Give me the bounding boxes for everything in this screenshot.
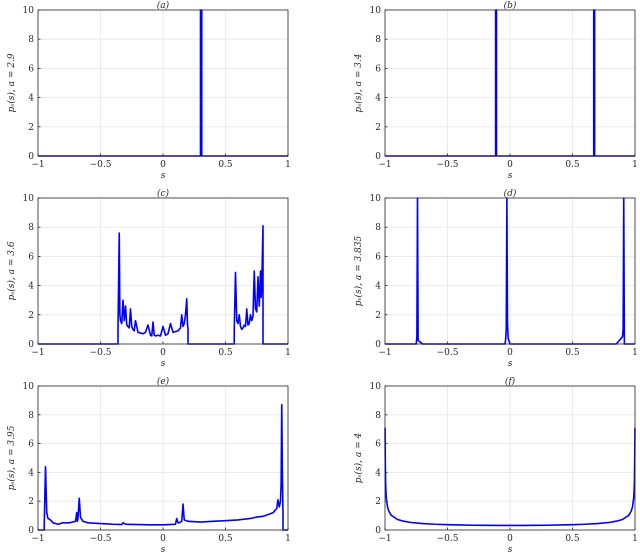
y-tick-label: 0 <box>28 340 34 350</box>
x-axis-label: s <box>161 545 166 554</box>
y-tick-label: 8 <box>28 35 34 45</box>
y-tick-label: 2 <box>28 497 34 507</box>
x-tick-label: 0 <box>160 348 166 358</box>
x-tick-label: 0 <box>160 534 166 544</box>
y-tick-label: 10 <box>23 194 35 204</box>
x-axis-label: s <box>508 171 513 181</box>
y-tick-label: 6 <box>375 64 381 74</box>
panel-title: (e) <box>157 376 170 387</box>
y-tick-label: 0 <box>375 526 381 536</box>
y-tick-label: 10 <box>370 6 382 16</box>
x-tick-label: −0.5 <box>437 348 459 358</box>
x-axis-label: s <box>508 359 513 369</box>
x-tick-label: 0.5 <box>565 348 580 358</box>
y-tick-label: 8 <box>28 223 34 233</box>
y-tick-label: 0 <box>375 152 381 162</box>
y-tick-label: 6 <box>28 64 34 74</box>
panel-title: (d) <box>504 188 517 199</box>
y-tick-label: 4 <box>28 94 34 104</box>
x-tick-label: 1 <box>632 534 638 544</box>
x-tick-label: 1 <box>632 348 638 358</box>
x-tick-label: −1 <box>378 348 391 358</box>
y-tick-label: 0 <box>28 526 34 536</box>
x-tick-label: −0.5 <box>90 348 112 358</box>
y-tick-label: 2 <box>375 497 381 507</box>
y-tick-label: 6 <box>28 440 34 450</box>
y-tick-label: 6 <box>28 252 34 262</box>
y-tick-label: 8 <box>375 411 381 421</box>
y-tick-label: 4 <box>28 468 34 478</box>
y-tick-label: 10 <box>370 382 382 392</box>
panel-title: (b) <box>504 0 517 11</box>
panel-title: (c) <box>157 188 170 199</box>
x-tick-label: 0.5 <box>218 348 233 358</box>
y-tick-label: 0 <box>28 152 34 162</box>
y-axis-label: pₛ(s), a = 2.9 <box>6 53 17 112</box>
y-tick-label: 8 <box>375 223 381 233</box>
x-tick-label: 0 <box>507 160 513 170</box>
x-tick-label: 1 <box>285 534 291 544</box>
y-tick-label: 10 <box>23 6 35 16</box>
y-tick-label: 2 <box>375 311 381 321</box>
x-tick-label: 0 <box>507 534 513 544</box>
y-axis-label: pₛ(s), a = 4 <box>353 432 364 483</box>
x-axis-label: s <box>161 171 166 181</box>
x-tick-label: −1 <box>31 160 44 170</box>
x-tick-label: 0.5 <box>218 534 233 544</box>
y-tick-label: 2 <box>28 123 34 133</box>
series-line <box>38 403 288 531</box>
x-tick-label: −1 <box>378 160 391 170</box>
y-tick-label: 0 <box>375 340 381 350</box>
y-tick-label: 6 <box>375 252 381 262</box>
series-line <box>385 197 635 345</box>
x-tick-label: 0.5 <box>565 534 580 544</box>
panel-title: (f) <box>505 376 516 387</box>
y-tick-label: 8 <box>28 411 34 421</box>
x-tick-label: −0.5 <box>90 160 112 170</box>
x-tick-label: 0 <box>507 348 513 358</box>
x-tick-label: 0.5 <box>565 160 580 170</box>
y-tick-label: 2 <box>28 311 34 321</box>
x-tick-label: −1 <box>31 534 44 544</box>
y-axis-label: pₛ(s), a = 3.95 <box>6 425 17 490</box>
y-axis-label: pₛ(s), a = 3.4 <box>353 53 364 112</box>
x-tick-label: 1 <box>285 348 291 358</box>
x-tick-label: −1 <box>378 534 391 544</box>
y-tick-label: 6 <box>375 440 381 450</box>
panel-title: (a) <box>157 0 170 11</box>
y-tick-label: 8 <box>375 35 381 45</box>
y-tick-label: 4 <box>375 282 381 292</box>
x-tick-label: −0.5 <box>437 160 459 170</box>
x-tick-label: −0.5 <box>90 534 112 544</box>
x-tick-label: −0.5 <box>437 534 459 544</box>
y-tick-label: 4 <box>375 468 381 478</box>
x-tick-label: 0.5 <box>218 160 233 170</box>
x-axis-label: s <box>161 359 166 369</box>
series-line <box>384 427 636 527</box>
y-tick-label: 2 <box>375 123 381 133</box>
x-tick-label: −1 <box>31 348 44 358</box>
series-line <box>38 224 288 345</box>
y-axis-label: pₛ(s), a = 3.835 <box>353 235 364 306</box>
y-tick-label: 4 <box>28 282 34 292</box>
x-tick-label: 0 <box>160 160 166 170</box>
y-tick-label: 10 <box>370 194 382 204</box>
y-axis-label: pₛ(s), a = 3.6 <box>6 241 17 300</box>
y-tick-label: 10 <box>23 382 35 392</box>
x-tick-label: 1 <box>632 160 638 170</box>
y-tick-label: 4 <box>375 94 381 104</box>
x-axis-label: s <box>508 545 513 554</box>
x-tick-label: 1 <box>285 160 291 170</box>
